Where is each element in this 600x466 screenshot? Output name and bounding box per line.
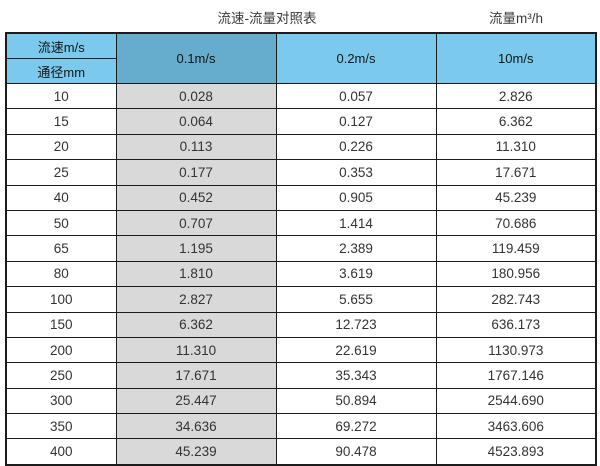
diameter-cell: 250 <box>5 362 117 389</box>
flow-rate-table: 流速m/s 0.1m/s 0.2m/s 10m/s 通径mm 10 0.028 0.… <box>5 32 597 466</box>
flow-value-cell: 6.362 <box>115 311 277 338</box>
table-row: 400 45.239 90.478 4523.893 <box>5 438 597 466</box>
flow-value-cell: 17.671 <box>115 362 277 389</box>
table-row: 300 25.447 50.894 2544.690 <box>5 387 597 415</box>
table-body: 10 0.028 0.057 2.826 15 0.064 0.127 6.362 20 0.11… <box>5 82 597 466</box>
flow-value-cell: 0.028 <box>115 82 277 110</box>
diameter-cell: 350 <box>5 413 117 440</box>
flow-value-cell: 69.272 <box>275 413 437 440</box>
flow-value-cell: 282.743 <box>435 286 597 313</box>
flow-value-cell: 119.459 <box>435 235 597 262</box>
flow-value-cell: 1767.146 <box>435 362 597 389</box>
table-row: 40 0.452 0.905 45.239 <box>5 184 597 211</box>
diameter-cell: 20 <box>5 133 117 161</box>
flow-value-cell: 0.177 <box>115 159 277 186</box>
diameter-cell: 300 <box>5 387 117 415</box>
table-row: 15 0.064 0.127 6.362 <box>5 108 597 135</box>
flow-value-cell: 35.343 <box>275 362 437 389</box>
diameter-cell: 40 <box>5 184 117 211</box>
flow-value-cell: 12.723 <box>275 311 437 338</box>
flow-value-cell: 3463.606 <box>435 413 597 440</box>
header-cell-velocity-0p1: 0.1m/s <box>115 32 277 84</box>
diameter-cell: 15 <box>5 108 117 135</box>
table-row: 250 17.671 35.343 1767.146 <box>5 362 597 389</box>
header-cell-velocity-10: 10m/s <box>435 32 597 84</box>
table-row: 20 0.113 0.226 11.310 <box>5 133 597 161</box>
corner-cell-velocity: 流速m/s <box>5 32 117 59</box>
table-row: 10 0.028 0.057 2.826 <box>5 82 597 110</box>
flow-unit-label: 流量m³/h <box>489 11 543 26</box>
flow-value-cell: 0.226 <box>275 133 437 161</box>
flow-value-cell: 70.686 <box>435 209 597 237</box>
flow-value-cell: 2.827 <box>115 286 277 313</box>
header-cell-velocity-0p2: 0.2m/s <box>275 32 437 84</box>
flow-value-cell: 17.671 <box>435 159 597 186</box>
table-row: 50 0.707 1.414 70.686 <box>5 209 597 237</box>
table-row: 80 1.810 3.619 180.956 <box>5 260 597 288</box>
table-row: 100 2.827 5.655 282.743 <box>5 286 597 313</box>
diameter-cell: 100 <box>5 286 117 313</box>
flow-value-cell: 5.655 <box>275 286 437 313</box>
flow-value-cell: 11.310 <box>115 336 277 364</box>
header-row-top: 流速m/s 0.1m/s 0.2m/s 10m/s <box>5 32 597 84</box>
table-row: 25 0.177 0.353 17.671 <box>5 159 597 186</box>
diameter-cell: 25 <box>5 159 117 186</box>
flow-value-cell: 2544.690 <box>435 387 597 415</box>
flow-value-cell: 90.478 <box>275 438 437 466</box>
flow-value-cell: 0.707 <box>115 209 277 237</box>
flow-value-cell: 4523.893 <box>435 438 597 466</box>
flow-value-cell: 1.195 <box>115 235 277 262</box>
table-row: 150 6.362 12.723 636.173 <box>5 311 597 338</box>
flow-value-cell: 180.956 <box>435 260 597 288</box>
caption-row: 流速-流量对照表 流量m³/h <box>0 0 600 32</box>
flow-value-cell: 25.447 <box>115 387 277 415</box>
flow-value-cell: 2.389 <box>275 235 437 262</box>
corner-cell-diameter: 通径mm <box>5 58 117 84</box>
flow-value-cell: 0.127 <box>275 108 437 135</box>
diameter-cell: 150 <box>5 311 117 338</box>
flow-value-cell: 0.064 <box>115 108 277 135</box>
table-row: 200 11.310 22.619 1130.973 <box>5 336 597 364</box>
flow-value-cell: 0.452 <box>115 184 277 211</box>
flow-value-cell: 3.619 <box>275 260 437 288</box>
flow-value-cell: 1.414 <box>275 209 437 237</box>
table-row: 65 1.195 2.389 119.459 <box>5 235 597 262</box>
table-title: 流速-流量对照表 <box>217 11 317 26</box>
diameter-cell: 65 <box>5 235 117 262</box>
flow-value-cell: 11.310 <box>435 133 597 161</box>
flow-value-cell: 2.826 <box>435 82 597 110</box>
diameter-cell: 10 <box>5 82 117 110</box>
diameter-cell: 200 <box>5 336 117 364</box>
flow-value-cell: 45.239 <box>435 184 597 211</box>
diameter-cell: 50 <box>5 209 117 237</box>
flow-value-cell: 0.905 <box>275 184 437 211</box>
flow-value-cell: 50.894 <box>275 387 437 415</box>
flow-value-cell: 0.057 <box>275 82 437 110</box>
flow-value-cell: 0.113 <box>115 133 277 161</box>
flow-value-cell: 22.619 <box>275 336 437 364</box>
diameter-cell: 80 <box>5 260 117 288</box>
header-row-bottom: 通径mm <box>5 58 596 84</box>
flow-value-cell: 34.636 <box>115 413 277 440</box>
flow-value-cell: 1.810 <box>115 260 277 288</box>
flow-value-cell: 1130.973 <box>435 336 597 364</box>
diameter-cell: 400 <box>5 438 117 466</box>
flow-value-cell: 45.239 <box>115 438 277 466</box>
flow-value-cell: 6.362 <box>435 108 597 135</box>
table-header: 流速m/s 0.1m/s 0.2m/s 10m/s 通径mm <box>5 32 597 84</box>
flow-value-cell: 636.173 <box>435 311 597 338</box>
table-row: 350 34.636 69.272 3463.606 <box>5 413 597 440</box>
flow-value-cell: 0.353 <box>275 159 437 186</box>
